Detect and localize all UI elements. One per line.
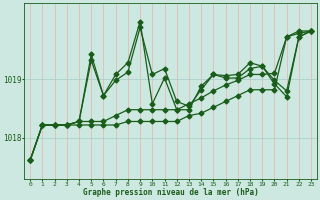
X-axis label: Graphe pression niveau de la mer (hPa): Graphe pression niveau de la mer (hPa)	[83, 188, 259, 197]
